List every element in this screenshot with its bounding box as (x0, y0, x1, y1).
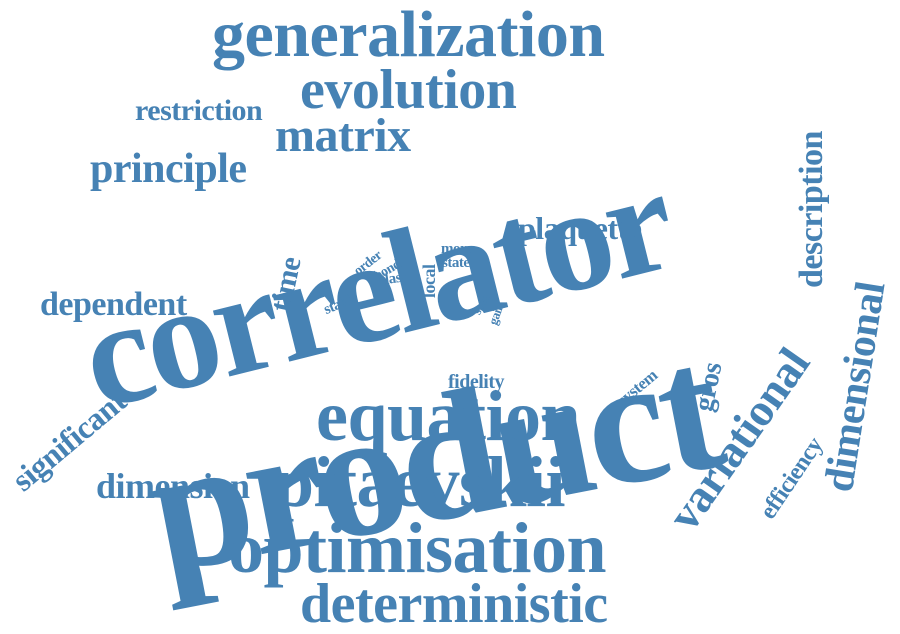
word-generalization: generalization (212, 0, 605, 71)
word-dimension: dimension (96, 466, 250, 506)
word-dependent: dependent (40, 286, 187, 323)
word-evolution: evolution (300, 59, 517, 121)
word-dimensional: dimensional (816, 278, 895, 495)
word-more: more (441, 241, 473, 257)
word-gros: gros (688, 359, 729, 415)
word-local: local (419, 264, 439, 299)
word-principle: principle (90, 146, 247, 192)
word-description: description (793, 131, 830, 288)
word-deterministic: deterministic (300, 573, 608, 634)
word-optimisation: optimisation (228, 508, 607, 588)
word-fidelity: fidelity (448, 371, 505, 393)
word-pitaevskii: pitaevskii (274, 442, 566, 522)
word-state: state (442, 255, 470, 271)
word-restriction: restriction (135, 94, 263, 127)
word-plaquette: plaquette (518, 210, 642, 246)
word-equation: equation (316, 376, 581, 456)
word-matrix: matrix (275, 109, 411, 162)
